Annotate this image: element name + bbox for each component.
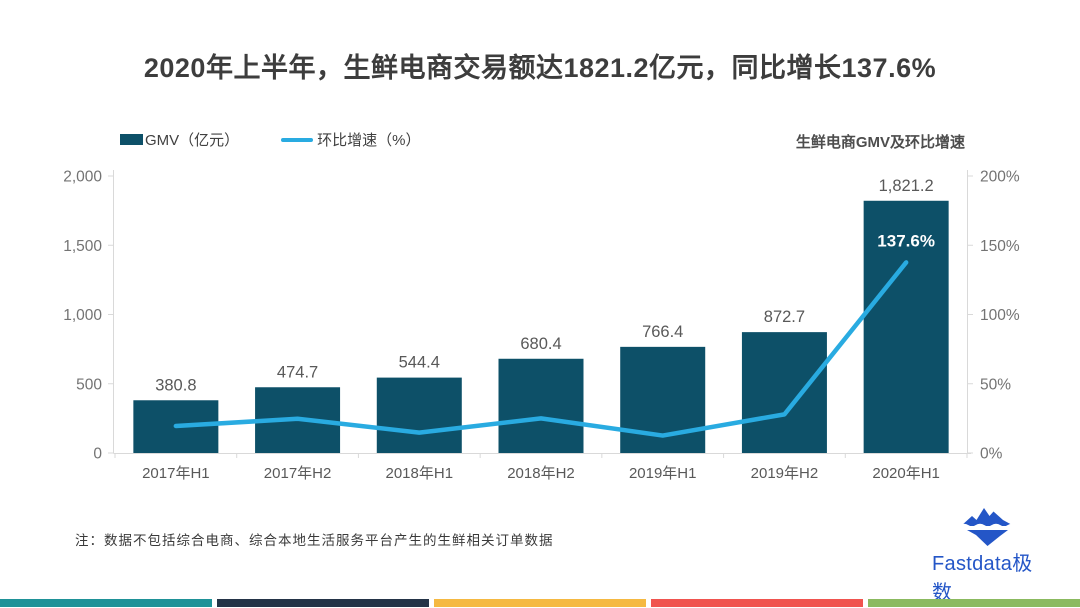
footer-color-strip: [0, 599, 1080, 607]
gmv-bar: [741, 332, 827, 453]
right-axis-tick-label: 0%: [980, 446, 1003, 463]
bar-value-label: 766.4: [642, 323, 683, 341]
x-axis-category-label: 2017年H2: [264, 465, 332, 482]
bar-value-label: 680.4: [520, 335, 561, 353]
bar-value-label: 872.7: [764, 308, 805, 326]
x-axis-category-label: 2019年H2: [751, 465, 819, 482]
footnote: 注：数据不包括综合电商、综合本地生活服务平台产生的生鲜相关订单数据: [75, 533, 554, 548]
chart-subtitle: 生鲜电商GMV及环比增速: [795, 134, 965, 151]
legend-label-gmv: GMV（亿元）: [145, 132, 240, 149]
x-axis-category-label: 2018年H1: [386, 465, 454, 482]
right-axis-tick-label: 150%: [980, 238, 1020, 255]
logo-text: Fastdata极数: [932, 553, 1033, 604]
gmv-bar: [376, 377, 462, 453]
footer-strip-segment: [0, 599, 212, 607]
gmv-bar: [863, 200, 949, 453]
growth-legend-swatch-icon: [281, 137, 314, 142]
growth-point-label: 137.6%: [877, 231, 935, 250]
x-axis-category-label: 2020年H1: [872, 465, 940, 482]
bar-value-label: 380.8: [155, 376, 196, 394]
left-axis-tick-label: 1,500: [63, 238, 102, 255]
left-axis-tick-label: 0: [93, 446, 102, 463]
left-axis-tick-label: 2,000: [63, 169, 102, 186]
right-axis-tick-label: 100%: [980, 307, 1020, 324]
footer-strip-segment: [217, 599, 429, 607]
x-axis-category-label: 2018年H2: [507, 465, 575, 482]
legend-item-gmv: GMV（亿元）: [120, 129, 239, 150]
growth-line: [173, 260, 909, 438]
left-axis-tick-label: 1,000: [63, 307, 102, 324]
left-axis-tick-label: 500: [76, 376, 102, 393]
x-axis-category-label: 2017年H1: [142, 465, 210, 482]
bar-value-label: 544.4: [399, 354, 440, 372]
footer-strip-segment: [651, 599, 863, 607]
footer-strip-segment: [434, 599, 646, 607]
right-axis-tick-label: 50%: [980, 376, 1011, 393]
gmv-legend-swatch-icon: [120, 134, 143, 145]
iceberg-icon: [959, 508, 1017, 546]
gmv-bar: [498, 358, 584, 453]
fastdata-logo: Fastdata极数: [932, 505, 1044, 605]
legend: GMV（亿元） 环比增速（%）: [120, 129, 421, 150]
right-axis-tick-label: 200%: [980, 169, 1020, 186]
footer-strip-segment: [868, 599, 1080, 607]
bar-value-label: 1,821.2: [879, 177, 934, 195]
chart-title: 2020年上半年，生鲜电商交易额达1821.2亿元，同比增长137.6%: [143, 53, 937, 83]
legend-item-growth: 环比增速（%）: [281, 129, 421, 150]
bar-value-label: 474.7: [277, 363, 318, 381]
x-axis-category-label: 2019年H1: [629, 465, 697, 482]
legend-label-growth: 环比增速（%）: [317, 132, 421, 149]
